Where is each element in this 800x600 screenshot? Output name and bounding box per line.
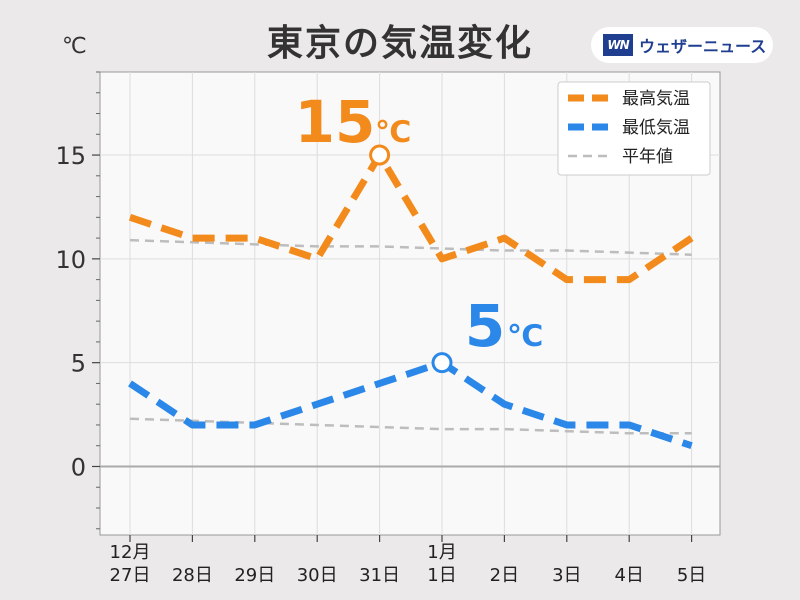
x-tick-label: 4日 [614, 565, 643, 586]
x-tick-label: 1日 [427, 565, 456, 586]
y-axis-unit: ℃ [62, 34, 87, 59]
x-tick-label: 30日 [297, 565, 338, 586]
x-tick-label: 2日 [490, 565, 519, 586]
high-temp-line [128, 151, 694, 284]
x-month-label: 12月 [110, 542, 151, 563]
peak-value-label: 15 [295, 88, 376, 156]
brand-name: ウェザーニュース [639, 37, 767, 56]
x-tick-label: 5日 [677, 565, 706, 586]
y-tick-label: 5 [71, 350, 86, 378]
legend-label: 最低気温 [622, 118, 690, 138]
legend-label: 平年値 [622, 147, 673, 167]
peak-unit-label: ℃ [375, 115, 411, 150]
peak-value-label: 5 [465, 292, 505, 360]
legend-label: 最高気温 [622, 89, 690, 109]
y-tick-label: 10 [55, 246, 86, 274]
legend-box [557, 81, 711, 176]
weathernews-logo-icon: WN [603, 34, 633, 56]
peak-unit-label: ℃ [507, 319, 543, 354]
x-tick-label: 29日 [234, 565, 275, 586]
normal-temp-line [129, 238, 692, 256]
x-month-label: 1月 [427, 542, 456, 563]
brand-badge: WN ウェザーニュース [591, 27, 773, 63]
low-temp-line [128, 359, 693, 450]
x-tick-label: 31日 [359, 565, 400, 586]
x-tick-label: 3日 [552, 565, 581, 586]
x-tick-label: 27日 [110, 565, 151, 586]
peak-marker [431, 352, 453, 374]
chart-title: 東京の気温変化 [266, 23, 533, 64]
y-tick-label: 15 [55, 142, 86, 170]
y-tick-label: 0 [71, 453, 86, 481]
x-tick-label: 28日 [172, 565, 213, 586]
peak-marker [369, 144, 391, 166]
